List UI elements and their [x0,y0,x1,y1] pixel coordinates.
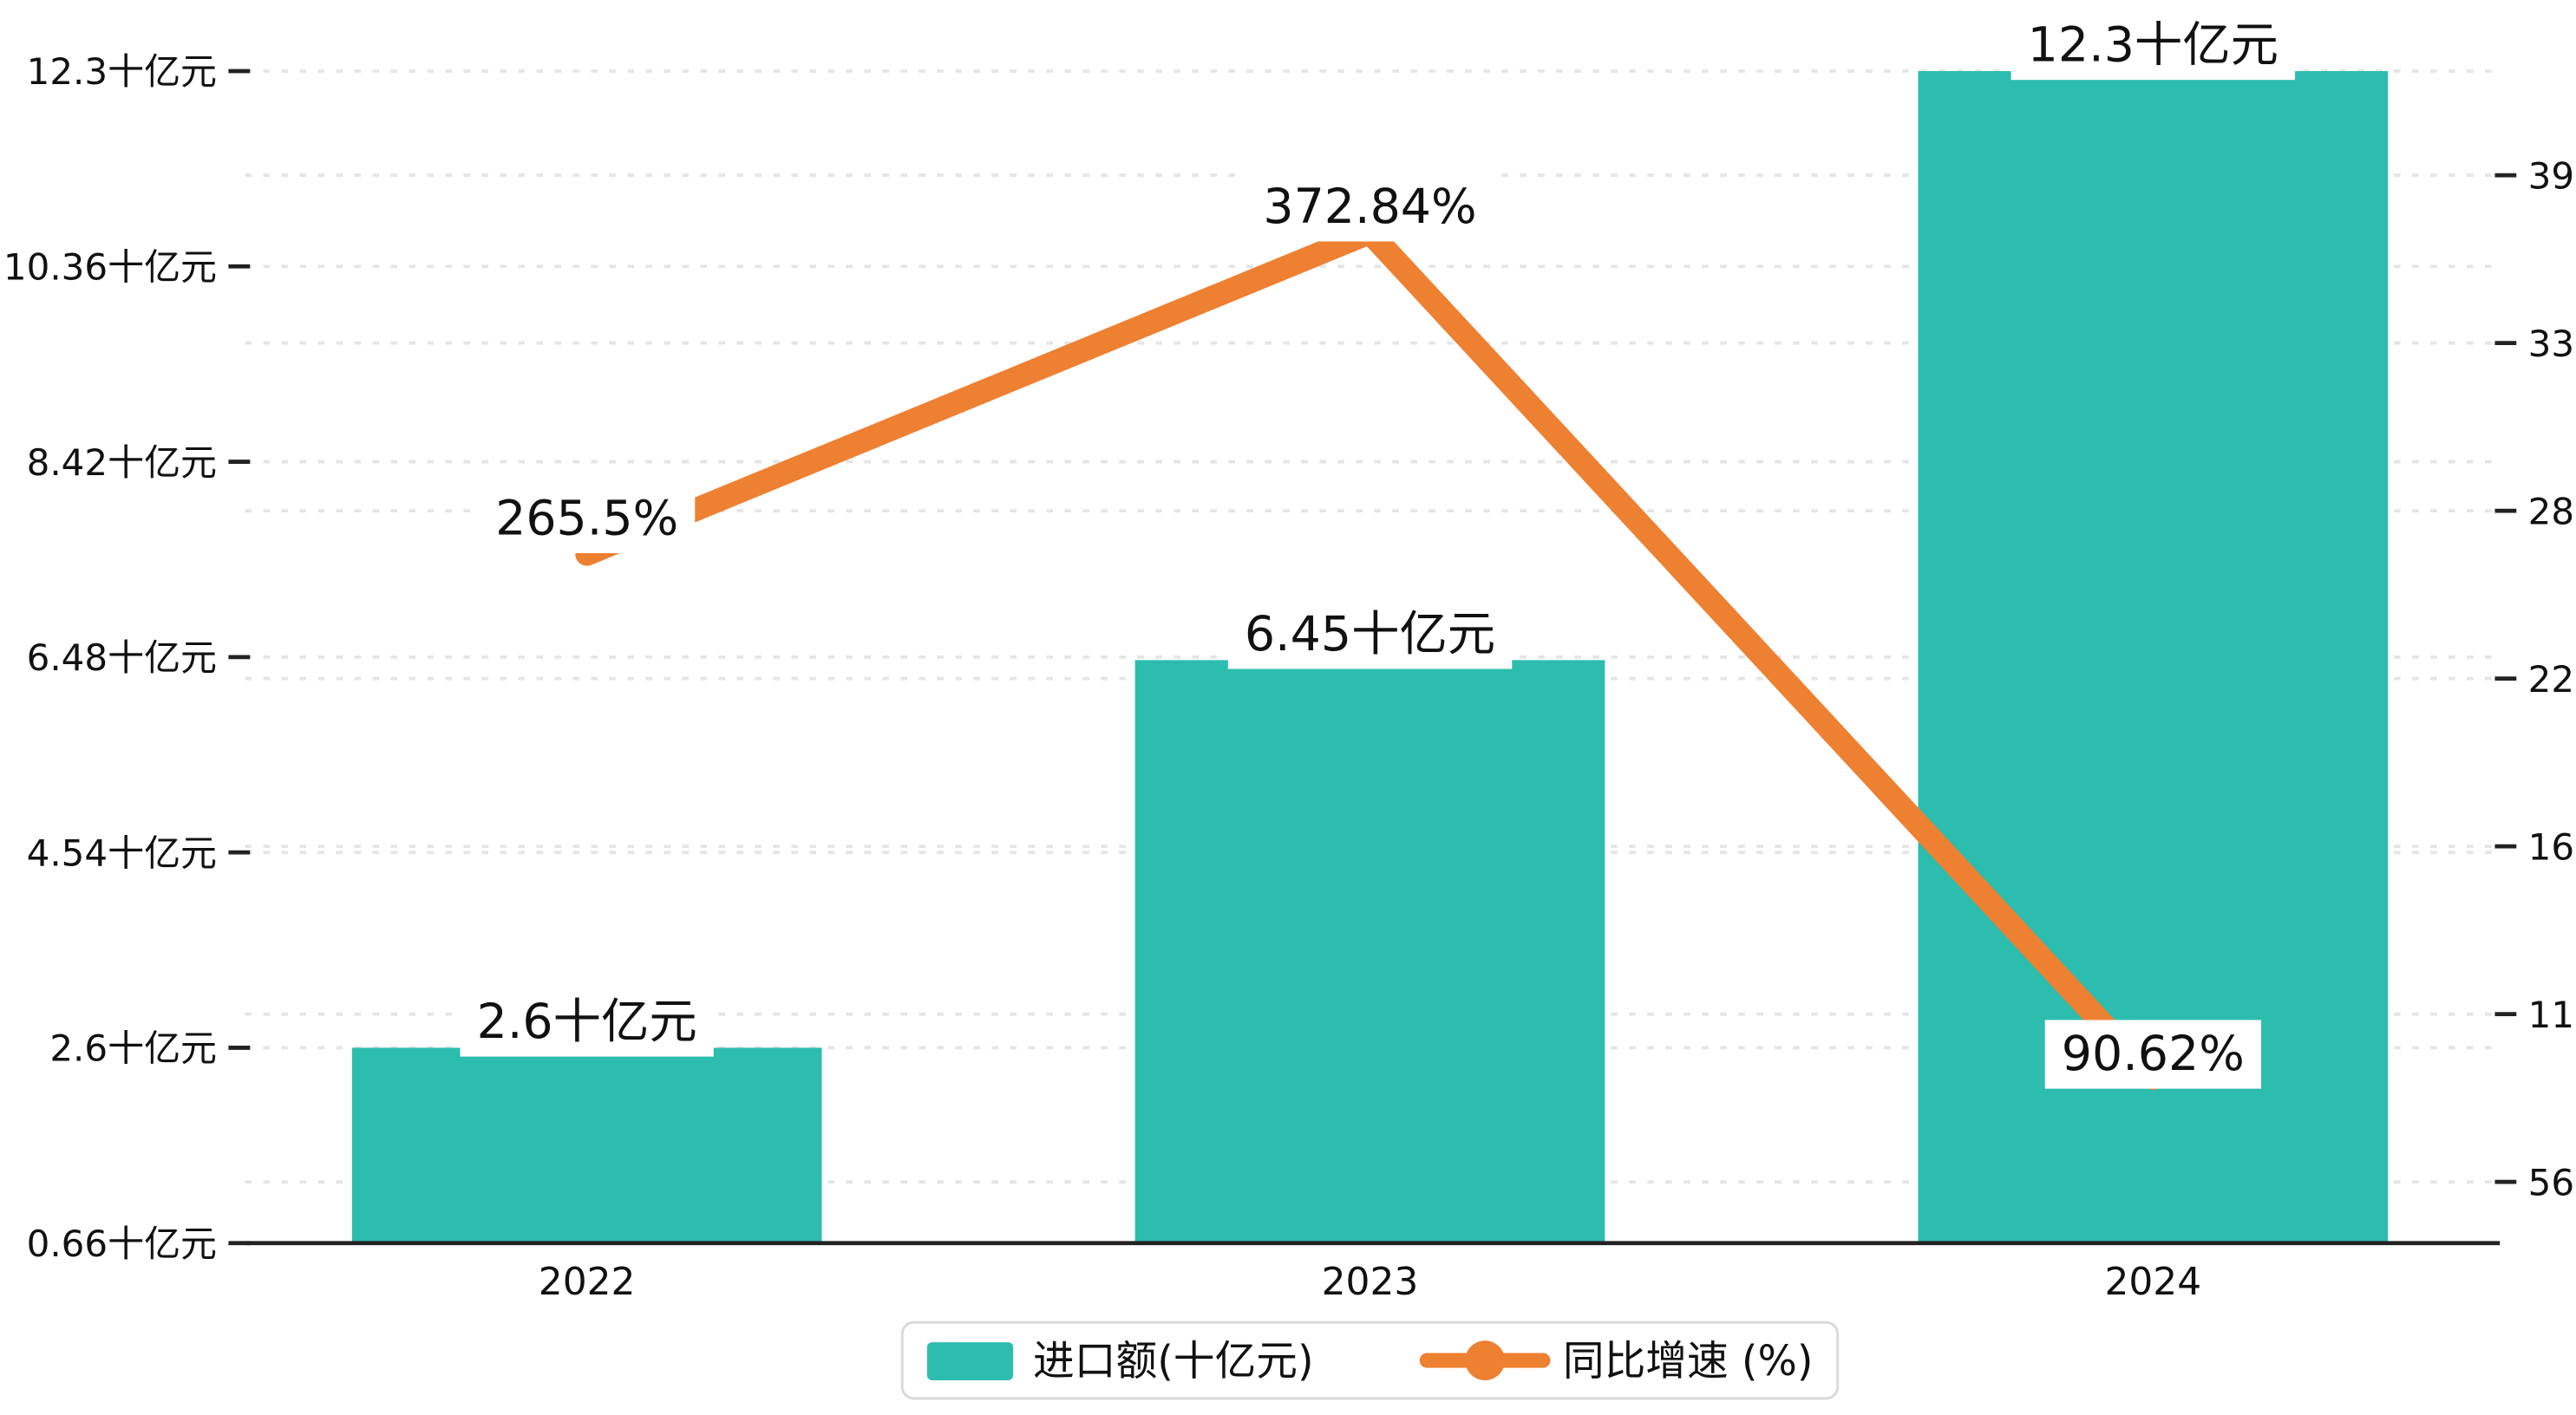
line-value-label-text: 90.62% [2062,1027,2245,1082]
legend-bar-swatch [926,1342,1014,1380]
legend: 进口额(十亿元) 同比增速 (%) [900,1320,1840,1400]
left-tick-label: 4.54十亿元 [27,831,217,874]
legend-bar-label: 进口额(十亿元) [1033,1338,1314,1386]
bar-value-label: 12.3十亿元 [2010,10,2296,81]
line-value-label-bg [1246,173,1494,242]
left-tick-label: 12.3十亿元 [27,50,217,93]
bar-series [351,70,2389,1243]
left-tick-label: 2.6十亿元 [49,1027,217,1070]
line-value-label-text: 372.84% [1263,179,1476,235]
line-value-label-bg [479,484,696,553]
left-tick-label: 6.48十亿元 [27,636,217,679]
x-tick-label-2023: 2023 [1322,1260,1419,1304]
legend-line-label: 同比增速 (%) [1563,1338,1814,1386]
bar-value-label-bg [2010,10,2296,81]
line-value-label-bg [2044,1020,2261,1089]
bar-value-label-text: 6.45十亿元 [1245,607,1495,662]
bar-2023 [1134,660,1605,1243]
bar-value-label-bg [1227,600,1513,669]
x-tick-label-2022: 2022 [539,1260,636,1304]
right-tick-label: 112 [2528,994,2576,1036]
right-tick-label: 168 [2528,825,2576,868]
right-tick-label: 224 [2528,658,2576,701]
left-tick-label: 0.66十亿元 [27,1223,217,1265]
left-tick-label: 8.42十亿元 [27,441,217,484]
bar-value-label-bg [460,988,714,1057]
bar-value-label-text: 12.3十亿元 [2028,18,2279,74]
legend-item-growth[interactable]: 同比增速 (%) [1419,1338,1814,1386]
axis-ticks: 0.66十亿元 2.6十亿元 4.54十亿元 6.48十亿元 8.42十亿元 10.36十… [3,50,2576,1304]
right-tick-label: 392 [2528,154,2576,197]
line-value-label: 372.84% [1246,173,1494,242]
legend-line-dot [1465,1340,1506,1380]
bar-value-label: 2.6十亿元 [460,988,714,1057]
x-tick-label-2024: 2024 [2104,1260,2201,1304]
legend-item-imports[interactable]: 进口额(十亿元) [926,1338,1314,1386]
bar-value-label-text: 2.6十亿元 [477,994,697,1050]
line-value-label: 265.5% [479,484,696,553]
legend-box [900,1320,1840,1400]
line-value-label: 90.62% [2044,1020,2261,1089]
right-tick-label: 56 [2528,1161,2574,1203]
right-tick-label: 280 [2528,490,2576,532]
right-tick-label: 336 [2528,323,2576,365]
bar-2022 [351,1047,822,1243]
bar-value-label: 6.45十亿元 [1227,600,1513,669]
line-value-label-text: 265.5% [495,491,678,546]
left-tick-label: 10.36十亿元 [3,246,217,289]
